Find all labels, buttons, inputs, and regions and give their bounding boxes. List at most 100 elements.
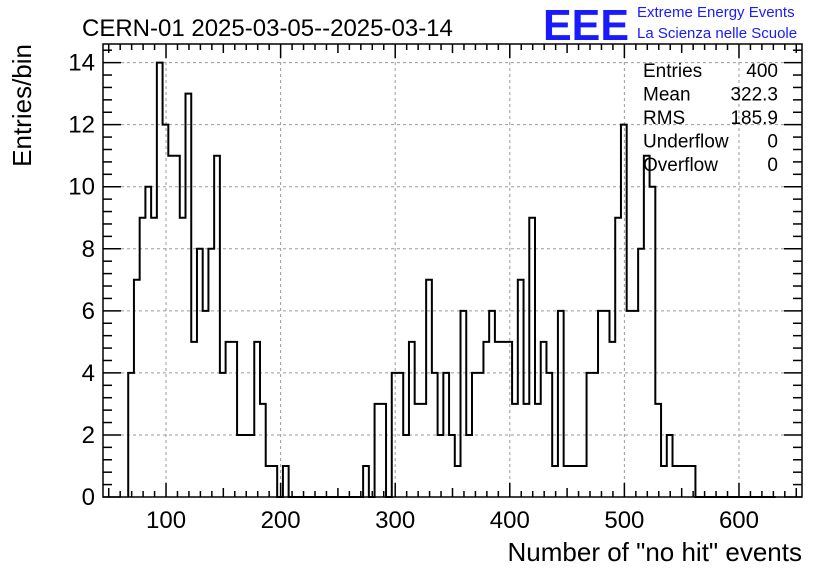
histogram-bin	[283, 466, 289, 497]
histogram-bin	[541, 342, 547, 497]
stats-label: Underflow	[643, 132, 729, 153]
histogram-bin	[615, 218, 621, 497]
histogram-bin	[151, 218, 157, 497]
stats-label: Overflow	[643, 155, 718, 176]
histogram-bin	[415, 404, 421, 497]
stats-label: RMS	[643, 108, 685, 129]
x-tick-label: 400	[490, 507, 530, 534]
histogram-bin	[186, 94, 192, 497]
histogram-bin	[466, 435, 472, 497]
histogram-bin	[501, 342, 507, 497]
histogram-bin	[432, 373, 438, 497]
stats-label: Entries	[643, 61, 702, 82]
histogram-outline	[127, 61, 776, 498]
histogram-bin	[529, 218, 535, 497]
histogram-bin	[403, 435, 409, 497]
histogram-bin	[128, 373, 134, 497]
x-tick-label: 100	[146, 507, 186, 534]
histogram-bin	[604, 311, 610, 497]
histogram-bin	[260, 404, 266, 497]
eee-logo: EEE Extreme Energy Events La Scienza nel…	[543, 1, 797, 50]
histogram-bin	[489, 311, 495, 497]
histogram-bin	[461, 311, 467, 497]
x-axis-ticks: 100 200 300 400 500 600	[107, 44, 798, 534]
y-tick-label: 6	[82, 298, 95, 325]
logo-mark: EEE	[543, 1, 629, 50]
histogram-bin	[168, 156, 174, 497]
histogram-bin	[392, 373, 398, 497]
y-tick-label: 12	[68, 112, 95, 139]
y-tick-label: 8	[82, 236, 95, 263]
histogram-bin	[140, 218, 146, 497]
histogram-bin	[174, 156, 180, 497]
histogram-bin	[191, 342, 197, 497]
histogram-bin	[478, 373, 484, 497]
histogram-bin	[546, 373, 552, 497]
y-axis-ticks: 0 2 4 6 8 10 12 14	[68, 49, 802, 511]
histogram-bin	[592, 373, 598, 497]
logo-line2: La Scienza nelle Scuole	[637, 25, 797, 42]
histogram-bin	[495, 342, 501, 497]
stats-value: 0	[767, 132, 778, 153]
histogram-bin	[581, 466, 587, 497]
histogram-bin	[558, 311, 564, 497]
histogram-bin	[134, 280, 140, 497]
histogram-bin	[409, 342, 415, 497]
histogram-bin	[157, 63, 163, 497]
stats-value: 322.3	[730, 85, 778, 106]
histogram-bin	[397, 373, 403, 497]
histogram-bin	[535, 404, 541, 497]
histogram-bin	[449, 435, 455, 497]
histogram-bin	[226, 342, 232, 497]
histogram-bin	[443, 373, 449, 497]
histogram-bin	[632, 311, 638, 497]
histogram-bin	[163, 125, 169, 497]
histogram-bin	[237, 435, 243, 497]
histogram-bin	[249, 435, 255, 497]
histogram-bin	[231, 342, 237, 497]
histogram-bin	[483, 342, 489, 497]
histogram-series	[127, 61, 776, 498]
histogram-bin	[220, 373, 226, 497]
histogram-bin	[426, 280, 432, 497]
histogram-bin	[655, 404, 661, 497]
histogram-bin	[243, 435, 249, 497]
histogram-bin	[197, 249, 203, 497]
y-tick-label: 0	[82, 484, 95, 511]
histogram-bin	[667, 435, 673, 497]
histogram-bin	[363, 466, 369, 497]
x-tick-label: 600	[719, 507, 759, 534]
histogram-bin	[472, 373, 478, 497]
y-tick-label: 4	[82, 360, 95, 387]
histogram-bin	[661, 466, 667, 497]
y-tick-label: 10	[68, 174, 95, 201]
histogram-bin	[518, 280, 524, 497]
histogram-bin	[644, 156, 650, 497]
histogram-bin	[627, 311, 633, 497]
x-tick-label: 500	[604, 507, 644, 534]
histogram-bin	[524, 404, 530, 497]
x-axis-label: Number of "no hit" events	[508, 537, 803, 567]
histogram-bin	[380, 404, 386, 497]
histogram-bin	[214, 156, 220, 497]
stats-value: 0	[767, 155, 778, 176]
histogram-bin	[271, 466, 277, 497]
chart-title: CERN-01 2025-03-05--2025-03-14	[82, 15, 453, 42]
histogram-bin	[587, 373, 593, 497]
histogram-bin	[203, 311, 209, 497]
stats-value: 400	[746, 61, 778, 82]
y-tick-label: 2	[82, 422, 95, 449]
stats-value: 185.9	[730, 108, 778, 129]
histogram-bin	[621, 125, 627, 497]
histogram-bin	[438, 435, 444, 497]
histogram-bin	[506, 342, 512, 497]
histogram-bin	[455, 466, 461, 497]
y-axis-label: Entries/bin	[7, 44, 37, 167]
y-tick-label: 14	[68, 50, 95, 77]
histogram-bin	[512, 404, 518, 497]
histogram-bin	[684, 466, 690, 497]
histogram-bin	[569, 466, 575, 497]
histogram-bin	[638, 249, 644, 497]
